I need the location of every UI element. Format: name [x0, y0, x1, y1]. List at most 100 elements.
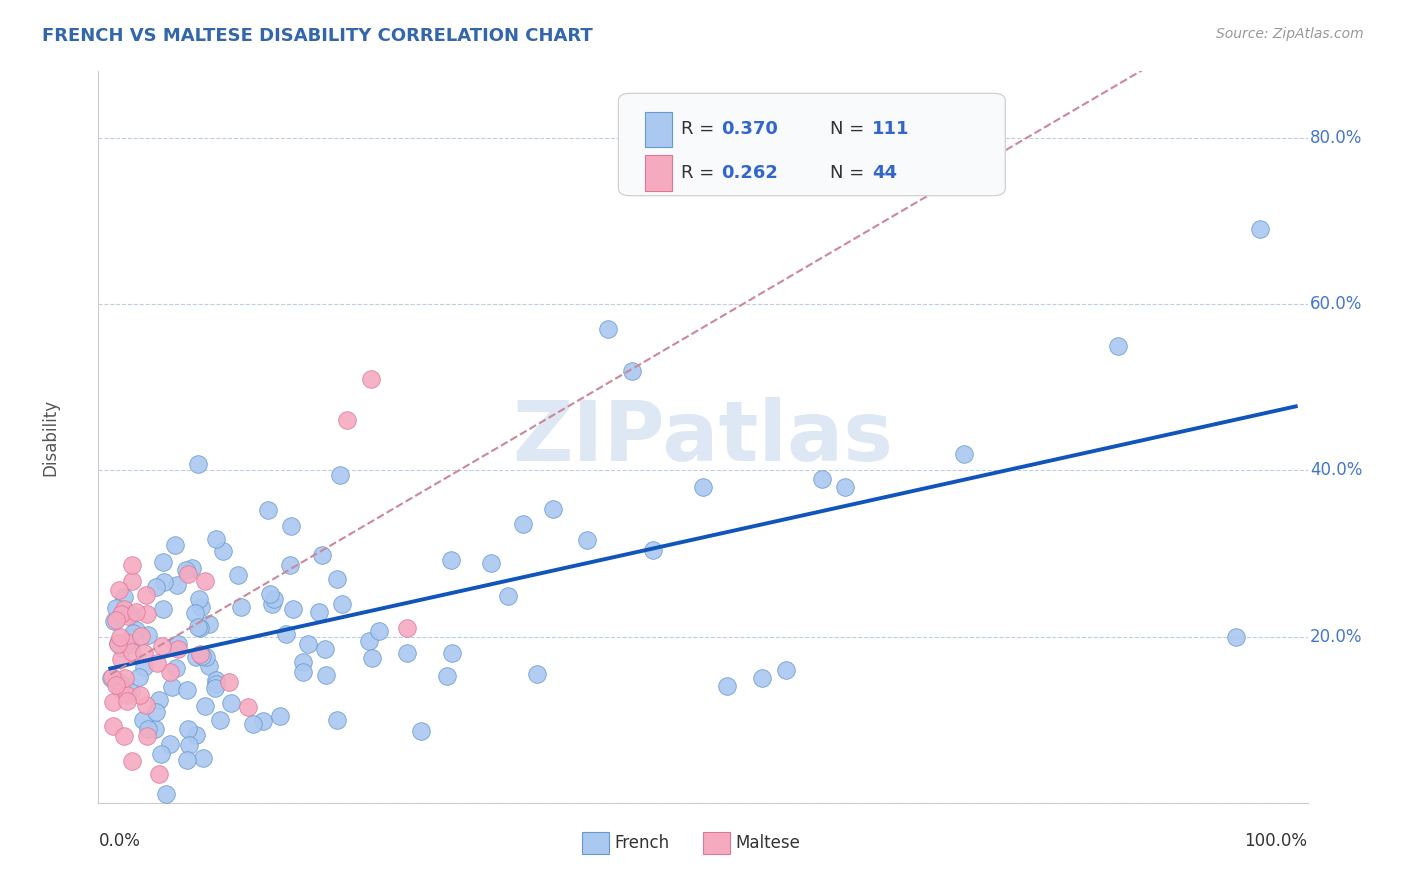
- Point: [121, 645, 143, 659]
- Point: [498, 589, 520, 603]
- Point: [326, 713, 349, 727]
- Point: [112, 601, 135, 615]
- Point: [128, 669, 150, 683]
- Text: French: French: [614, 834, 669, 852]
- Point: [138, 723, 160, 737]
- Point: [136, 628, 159, 642]
- Point: [110, 607, 132, 622]
- Point: [112, 591, 135, 605]
- Point: [191, 648, 214, 663]
- Text: 0.0%: 0.0%: [98, 832, 141, 850]
- Point: [108, 681, 131, 696]
- Point: [105, 600, 128, 615]
- Point: [198, 617, 221, 632]
- Point: [576, 533, 599, 547]
- Point: [395, 621, 418, 635]
- Point: [325, 572, 347, 586]
- Text: 111: 111: [872, 120, 910, 138]
- Point: [121, 754, 143, 768]
- Point: [252, 714, 274, 728]
- Point: [145, 580, 167, 594]
- Point: [526, 666, 548, 681]
- Point: [150, 639, 173, 653]
- Point: [291, 655, 314, 669]
- Point: [167, 641, 190, 656]
- Point: [152, 555, 174, 569]
- Point: [269, 709, 291, 723]
- Point: [190, 599, 212, 614]
- Point: [367, 624, 389, 639]
- Text: R =: R =: [682, 164, 720, 182]
- Point: [152, 602, 174, 616]
- Point: [167, 637, 190, 651]
- Point: [1225, 630, 1247, 644]
- Point: [194, 574, 217, 589]
- FancyBboxPatch shape: [619, 94, 1005, 195]
- Point: [952, 447, 974, 461]
- Point: [598, 322, 620, 336]
- Point: [115, 694, 138, 708]
- Point: [204, 681, 226, 695]
- Point: [440, 553, 463, 567]
- Point: [1107, 338, 1129, 352]
- Point: [692, 480, 714, 494]
- Point: [236, 700, 259, 714]
- Point: [329, 468, 352, 483]
- Point: [159, 665, 181, 679]
- Bar: [703, 832, 730, 854]
- Point: [308, 605, 330, 619]
- Text: N =: N =: [830, 164, 870, 182]
- Point: [204, 673, 226, 687]
- Text: 100.0%: 100.0%: [1244, 832, 1308, 850]
- Point: [114, 635, 136, 649]
- Point: [135, 698, 157, 712]
- Point: [159, 737, 181, 751]
- Text: N =: N =: [830, 120, 870, 138]
- Point: [166, 577, 188, 591]
- Point: [751, 671, 773, 685]
- Point: [479, 556, 502, 570]
- Point: [810, 472, 832, 486]
- Text: 20.0%: 20.0%: [1310, 628, 1362, 646]
- Text: R =: R =: [682, 120, 720, 138]
- Point: [120, 607, 142, 622]
- Point: [278, 558, 301, 572]
- Point: [441, 646, 464, 660]
- Point: [256, 502, 278, 516]
- Point: [198, 659, 221, 673]
- Point: [165, 538, 187, 552]
- Point: [336, 413, 359, 427]
- Text: Disability: Disability: [41, 399, 59, 475]
- Text: Source: ZipAtlas.com: Source: ZipAtlas.com: [1216, 27, 1364, 41]
- Point: [125, 605, 148, 619]
- Point: [311, 548, 333, 562]
- Point: [121, 574, 143, 588]
- Text: FRENCH VS MALTESE DISABILITY CORRELATION CHART: FRENCH VS MALTESE DISABILITY CORRELATION…: [42, 27, 593, 45]
- Point: [260, 597, 283, 611]
- Point: [125, 623, 148, 637]
- Point: [1249, 222, 1271, 236]
- Text: 40.0%: 40.0%: [1310, 461, 1362, 479]
- Point: [134, 660, 156, 674]
- Point: [184, 607, 207, 621]
- Point: [129, 688, 152, 702]
- Point: [188, 621, 211, 635]
- Point: [148, 693, 170, 707]
- Point: [187, 457, 209, 471]
- Point: [209, 713, 232, 727]
- Point: [150, 747, 173, 762]
- Point: [121, 558, 143, 572]
- Point: [132, 647, 155, 661]
- Point: [361, 651, 384, 665]
- Point: [184, 728, 207, 742]
- Bar: [645, 112, 672, 146]
- Text: 0.262: 0.262: [721, 164, 778, 182]
- Point: [135, 588, 157, 602]
- Point: [101, 695, 124, 709]
- Text: 60.0%: 60.0%: [1310, 295, 1362, 313]
- Point: [108, 630, 131, 644]
- Point: [188, 647, 211, 661]
- Point: [263, 591, 285, 606]
- Point: [176, 753, 198, 767]
- Point: [359, 634, 381, 648]
